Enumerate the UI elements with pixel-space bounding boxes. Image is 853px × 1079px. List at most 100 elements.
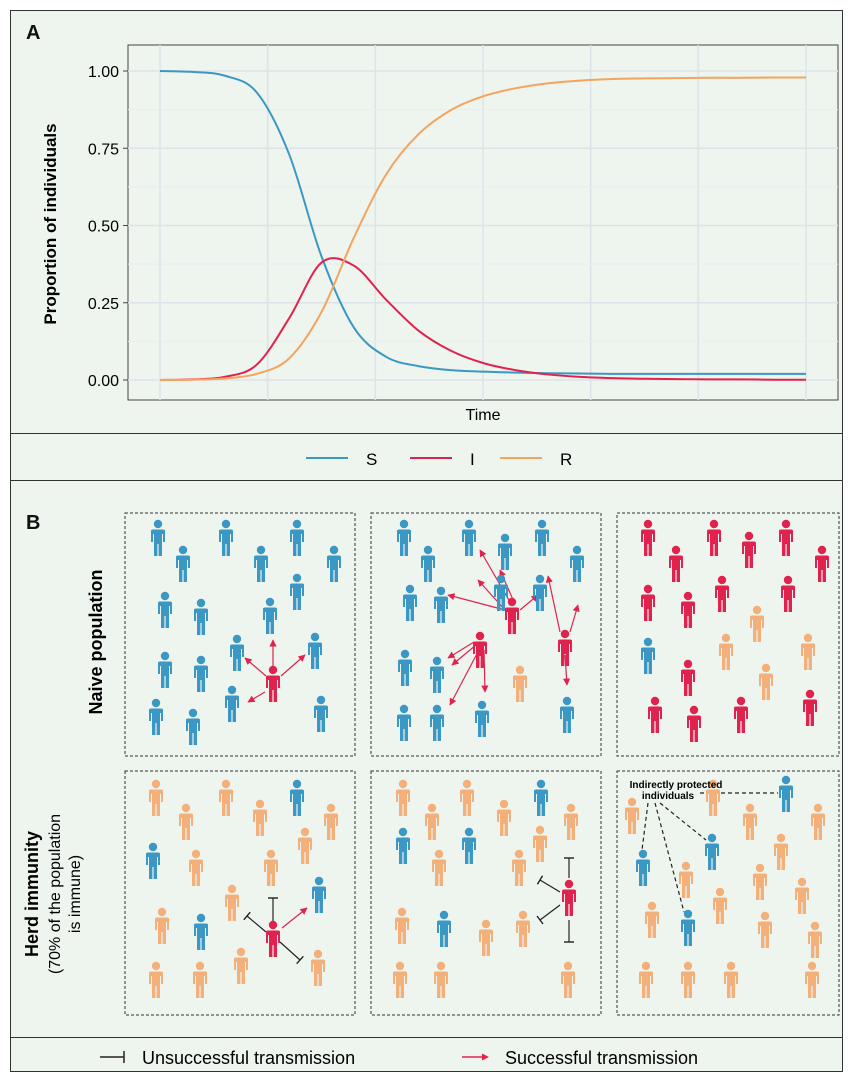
- person-icon-recovered: [719, 633, 733, 670]
- unsuccessful-transmission-key: [100, 1051, 125, 1063]
- transmission-arrow: [447, 641, 475, 659]
- person-icon-susceptible: [158, 591, 172, 628]
- person-icon-recovered: [434, 961, 448, 998]
- transmission-arrow: [281, 907, 308, 929]
- person-icon-recovered: [759, 663, 773, 700]
- person-icon-recovered: [750, 605, 764, 642]
- scenario-box-herd-3: [616, 770, 840, 1016]
- person-icon-susceptible: [396, 827, 410, 864]
- row-label-herd: Herd immunity: [22, 831, 42, 957]
- blocked-transmission: [539, 879, 561, 893]
- person-icon-susceptible: [534, 779, 548, 816]
- person-icon-susceptible: [397, 704, 411, 741]
- person-icon-recovered: [753, 863, 767, 900]
- person-icon-susceptible: [636, 849, 650, 886]
- y-tick-label: 0.50: [88, 219, 119, 236]
- row-label-naive: Naive population: [86, 569, 106, 714]
- person-icon-recovered: [743, 803, 757, 840]
- person-icon-susceptible: [194, 598, 208, 635]
- person-icon-susceptible: [290, 573, 304, 610]
- person-icon-recovered: [512, 849, 526, 886]
- successful-transmission-key: [462, 1053, 489, 1061]
- person-icon-susceptible: [158, 651, 172, 688]
- transmission-arrow: [447, 593, 506, 611]
- person-icon-recovered: [219, 779, 233, 816]
- person-icon-susceptible: [194, 913, 208, 950]
- person-icon-recovered: [189, 849, 203, 886]
- person-icon-recovered: [253, 799, 267, 836]
- person-icon-recovered: [706, 779, 720, 816]
- person-icon-infected: [669, 545, 683, 582]
- blocked-transmission-bar: [296, 955, 304, 965]
- series-line-S: [159, 70, 806, 375]
- person-icon-infected: [641, 519, 655, 556]
- person-icon-susceptible: [398, 649, 412, 686]
- person-icon-susceptible: [437, 910, 451, 947]
- person-icon-susceptible: [560, 696, 574, 733]
- person-icon-susceptible: [290, 519, 304, 556]
- population-figures: [146, 519, 829, 998]
- person-icon-recovered: [625, 797, 639, 834]
- person-icon-recovered: [805, 961, 819, 998]
- person-icon-susceptible: [705, 833, 719, 870]
- person-icon-recovered: [774, 833, 788, 870]
- transmission-connectors: [243, 549, 778, 965]
- chart-series: [159, 70, 807, 381]
- transmission-arrow: [280, 654, 306, 677]
- panel-a-letter: A: [26, 22, 41, 44]
- person-icon-susceptible: [230, 634, 244, 671]
- person-icon-susceptible: [779, 775, 793, 812]
- row-label-herd-sub2: is immune): [67, 855, 84, 933]
- person-icon-infected: [266, 920, 280, 957]
- series-line-I: [159, 257, 807, 381]
- person-icon-recovered: [395, 907, 409, 944]
- person-icon-recovered: [533, 825, 547, 862]
- person-icon-recovered: [513, 665, 527, 702]
- panel-b-separator: [10, 480, 843, 481]
- person-icon-recovered: [324, 803, 338, 840]
- blocked-transmission: [279, 941, 301, 961]
- person-icon-recovered: [679, 861, 693, 898]
- person-icon-recovered: [645, 901, 659, 938]
- person-icon-infected: [648, 696, 662, 733]
- person-icon-recovered: [561, 961, 575, 998]
- person-icon-susceptible: [327, 545, 341, 582]
- legend-label-I: I: [470, 450, 475, 469]
- person-icon-recovered: [516, 910, 530, 947]
- person-icon-susceptible: [462, 827, 476, 864]
- person-icon-recovered: [758, 911, 772, 948]
- person-icon-recovered: [149, 779, 163, 816]
- person-icon-susceptible: [681, 909, 695, 946]
- person-icon-susceptible: [308, 632, 322, 669]
- person-icon-recovered: [155, 907, 169, 944]
- person-icon-recovered: [179, 803, 193, 840]
- person-icon-recovered: [724, 961, 738, 998]
- protection-link: [654, 802, 685, 913]
- scenario-box-herd-1: [124, 770, 356, 1016]
- person-icon-recovered: [264, 849, 278, 886]
- scenario-box-herd-2: [370, 770, 602, 1016]
- blocked-transmission-bar: [536, 915, 544, 925]
- person-icon-recovered: [298, 827, 312, 864]
- x-axis-label: Time: [466, 407, 501, 424]
- person-icon-infected: [681, 591, 695, 628]
- person-icon-susceptible: [397, 519, 411, 556]
- person-icon-recovered: [811, 803, 825, 840]
- person-icon-infected: [558, 629, 572, 666]
- scenario-box-naive-3: [616, 512, 840, 757]
- person-icon-infected: [707, 519, 721, 556]
- y-tick-label: 0.25: [88, 296, 119, 313]
- transmission-arrow: [451, 644, 477, 666]
- person-icon-susceptible: [146, 842, 160, 879]
- y-axis-label: Proportion of individuals: [41, 123, 60, 324]
- protection-link: [659, 802, 707, 841]
- person-icon-infected: [505, 597, 519, 634]
- person-icon-susceptible: [151, 519, 165, 556]
- person-icon-infected: [681, 659, 695, 696]
- person-icon-infected: [781, 575, 795, 612]
- person-icon-susceptible: [535, 519, 549, 556]
- row-label-herd-sub1: (70% of the population: [47, 814, 64, 974]
- person-icon-susceptible: [403, 584, 417, 621]
- person-icon-susceptible: [430, 704, 444, 741]
- herd-immunity-diagram: Naive population Herd immunity (70% of t…: [22, 512, 840, 1016]
